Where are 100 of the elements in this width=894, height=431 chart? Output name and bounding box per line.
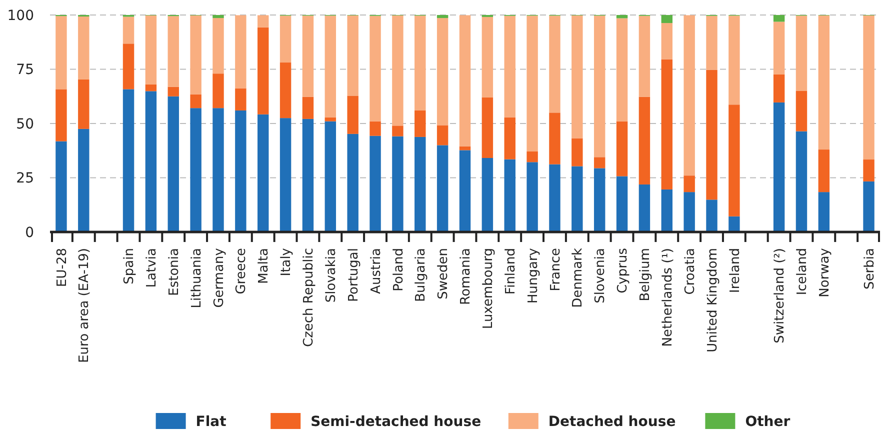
x-tick-label: Hungary [526,248,541,304]
x-tick-label: Iceland [795,248,810,296]
x-tick-label: Slovakia [324,248,339,303]
bar [392,126,404,136]
x-tick-label: Malta [256,248,272,284]
bar [347,134,358,232]
bar [392,15,404,126]
bar [818,192,830,232]
bar [212,108,224,232]
bar [526,151,538,162]
bar [190,108,202,232]
bar [796,90,808,132]
bar [370,136,381,232]
bar [302,96,314,119]
bar [661,23,672,60]
x-tick-label: Serbia [862,248,878,290]
x-tick-label: Spain [122,248,138,284]
x-tick-label: EU-28 [54,248,70,287]
bar [504,117,516,160]
x-tick-label: Estonia [166,248,182,296]
bar [392,136,404,232]
bar [863,160,874,182]
bar [258,27,269,114]
bar [414,16,426,110]
bar [145,91,157,232]
bar [56,141,67,232]
bar [168,86,179,96]
bar [212,15,224,18]
legend-label: Flat [196,414,227,430]
bar [661,15,672,24]
bar [482,158,494,232]
legend-label: Semi-detached house [310,414,482,430]
bar [190,15,202,94]
bar [302,16,314,97]
x-tick-label: Euro area (EA-19) [77,248,92,363]
x-tick-label: France [548,248,564,292]
bar [773,102,785,232]
bar [436,125,448,146]
bar [638,96,650,184]
legend-label: Other [745,414,790,430]
x-tick-label: Romania [458,248,474,305]
bar [280,118,292,232]
bar [56,89,67,142]
x-tick-label: Greece [234,248,250,294]
bar [572,138,583,166]
bar [258,15,269,28]
bar [414,136,426,232]
bar [235,15,246,88]
x-tick-label: United Kingdom [705,248,720,352]
bar [347,15,358,96]
bar [280,16,292,63]
x-tick-label: Latvia [144,248,160,288]
bar [370,16,381,122]
x-tick-label: Norway [817,248,832,298]
bar [684,15,695,176]
x-tick-label: Austria [368,248,384,294]
bar [616,18,628,122]
bar [504,16,516,118]
bar [616,121,628,176]
bar [370,121,381,136]
x-tick-label: Portugal [346,248,362,302]
x-tick-label: Finland [503,248,518,294]
bar [302,118,314,232]
y-tick-label: 50 [16,116,34,132]
bar [773,15,785,22]
bar [436,18,448,126]
y-tick-label: 100 [7,8,34,24]
bar [728,16,740,105]
bar [122,44,134,90]
bar [122,89,134,232]
x-tick-label: Poland [391,248,406,292]
bar [549,16,560,113]
x-tick-label: Denmark [570,248,586,308]
bar [706,200,718,232]
bar [572,15,583,138]
bar [212,74,224,108]
bar [594,168,606,232]
bar [78,16,90,80]
bar [616,15,628,18]
x-tick-label: Sweden [436,248,452,300]
bar [616,176,628,232]
bar [572,166,583,232]
bar [706,16,718,70]
y-tick-label: 25 [16,170,34,187]
x-tick-label: Germany [212,248,227,308]
y-tick-label: 75 [16,62,34,78]
bar [56,16,67,90]
bar [549,164,560,232]
bar [168,96,179,232]
x-tick-label: Ireland [728,248,743,293]
x-tick-label: Italy [279,248,294,276]
bar [436,145,448,232]
bar [78,128,90,232]
bar [414,110,426,137]
bar [796,16,808,91]
y-tick-label: 0 [25,224,34,241]
x-tick-label: Netherlands (¹) [660,248,676,347]
bar [482,97,494,158]
bar [863,181,874,232]
bar [459,150,471,232]
